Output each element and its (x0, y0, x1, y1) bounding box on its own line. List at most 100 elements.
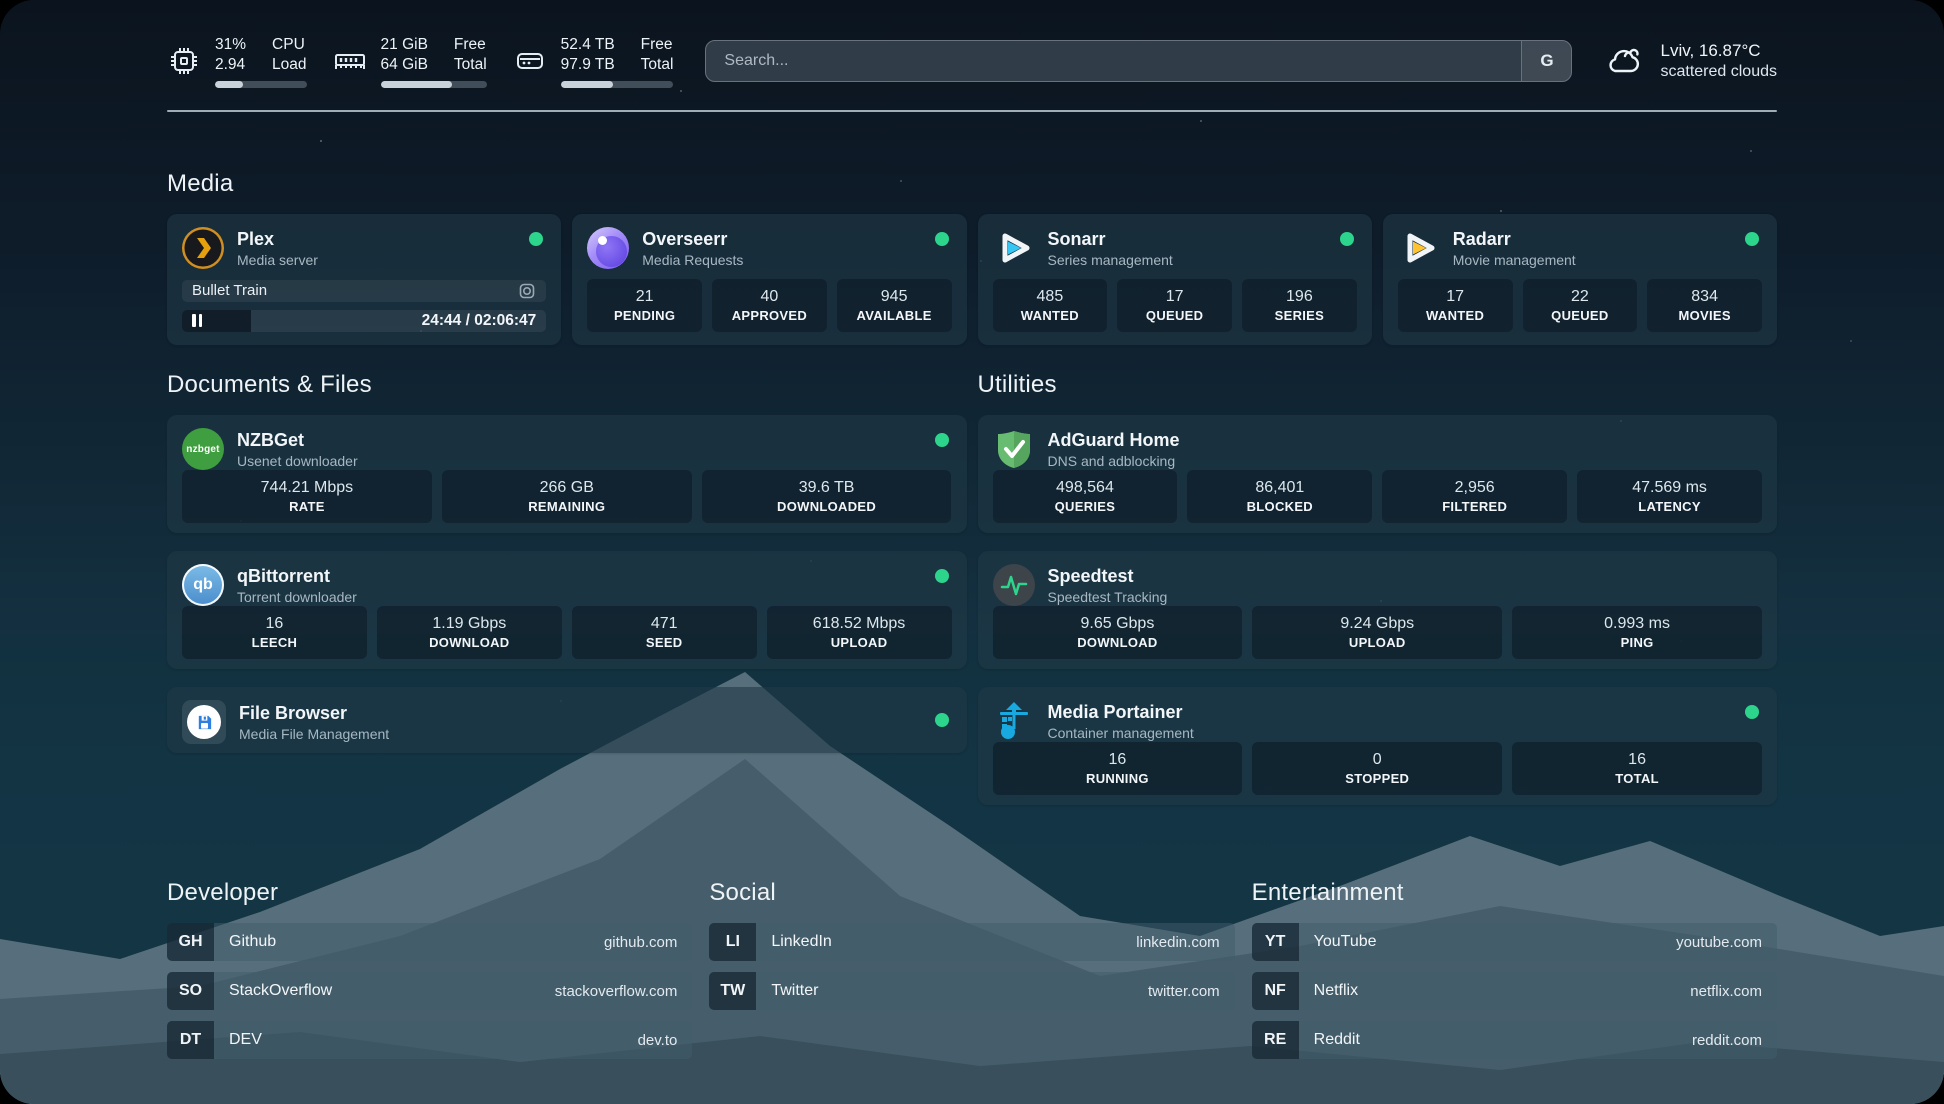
memory-icon (334, 54, 365, 69)
search-engine-button[interactable]: G (1521, 41, 1572, 81)
overseerr-subtitle: Media Requests (642, 251, 744, 268)
weather-widget[interactable]: Lviv, 16.87°C scattered clouds (1602, 39, 1777, 83)
stat-total: 16 TOTAL (1512, 742, 1762, 795)
overseerr-status-dot (934, 232, 949, 246)
stat-latency: 47.569 ms LATENCY (1577, 470, 1762, 523)
memory-progress-fill (380, 80, 452, 88)
qbittorrent-logo-icon: qb (182, 564, 224, 606)
section-media: Media Plex Media server (167, 170, 1777, 345)
stat-ping: 0.993 ms PING (1512, 606, 1762, 659)
nzbget-name: NZBGet (237, 429, 304, 450)
speedtest-card[interactable]: Speedtest Speedtest Tracking 9.65 Gbps D… (977, 551, 1777, 669)
link-dev-to[interactable]: DT DEV dev.to (167, 1021, 693, 1059)
qbittorrent-status-dot (934, 569, 949, 583)
plex-now-playing: Bullet Train (182, 280, 547, 302)
cpu-progress-bar (215, 80, 307, 88)
plex-logo-icon (182, 227, 224, 269)
link-stackoverflow[interactable]: SO StackOverflow stackoverflow.com (167, 972, 693, 1010)
stat-remaining: 266 GB REMAINING (441, 470, 692, 523)
cpu-percent: 31% (215, 35, 247, 53)
sonarr-card[interactable]: Sonarr Series management 485 WANTED 17 Q… (977, 214, 1372, 345)
search-input[interactable] (706, 41, 1522, 81)
disk-total: 97.9 TB (560, 55, 615, 73)
disk-widget: 52.4 TB 97.9 TB Free Total (513, 35, 674, 88)
stat-upload: 9.24 Gbps UPLOAD (1252, 606, 1503, 659)
memory-free: 21 GiB (380, 35, 428, 53)
cpu-widget: 31% 2.94 CPU Load (167, 35, 307, 88)
cpu-labels: CPU Load (272, 35, 307, 73)
speedtest-name: Speedtest (1047, 565, 1134, 586)
plex-time: 24:44 / 02:06:47 (421, 311, 537, 329)
qbittorrent-name: qBittorrent (237, 565, 330, 586)
sonarr-logo-icon (993, 227, 1035, 269)
qbittorrent-card[interactable]: qb qBittorrent Torrent downloader 16 LEE… (167, 551, 967, 669)
disk-icon (516, 53, 543, 69)
stat-queued: 17 QUEUED (1117, 279, 1232, 332)
utilities-section-title: Utilities (977, 371, 1057, 398)
weather-location: Lviv, 16.87°C (1660, 41, 1761, 60)
portainer-card[interactable]: Media Portainer Container management 16 … (977, 687, 1777, 805)
cpu-progress-fill (215, 80, 244, 88)
stat-seed: 471 SEED (571, 606, 757, 659)
adguard-name: AdGuard Home (1047, 429, 1180, 450)
stat-available: 945 AVAILABLE (836, 279, 952, 332)
stat-wanted: 17 WANTED (1397, 279, 1513, 332)
nzbget-subtitle: Usenet downloader (237, 452, 358, 469)
speedtest-subtitle: Speedtest Tracking (1047, 588, 1168, 605)
search-bar: G (705, 40, 1573, 82)
portainer-logo-icon (993, 700, 1035, 742)
filebrowser-subtitle: Media File Management (239, 725, 390, 742)
qbittorrent-subtitle: Torrent downloader (237, 588, 357, 605)
radarr-card[interactable]: Radarr Movie management 17 WANTED 22 QUE… (1382, 214, 1777, 345)
adguard-subtitle: DNS and adblocking (1047, 452, 1176, 469)
plex-card[interactable]: Plex Media server Bullet Train (167, 214, 562, 345)
adguard-card[interactable]: AdGuard Home DNS and adblocking 498,564 … (977, 415, 1777, 533)
stat-upload: 618.52 Mbps UPLOAD (766, 606, 952, 659)
pause-icon[interactable] (192, 314, 196, 328)
stat-download: 1.19 Gbps DOWNLOAD (376, 606, 562, 659)
stat-filtered: 2,956 FILTERED (1382, 470, 1568, 523)
stat-blocked: 86,401 BLOCKED (1187, 470, 1373, 523)
overseerr-name: Overseerr (642, 228, 728, 249)
stat-wanted: 485 WANTED (992, 279, 1108, 332)
link-twitter[interactable]: TW Twitter twitter.com (709, 972, 1235, 1010)
link-github[interactable]: GH Github github.com (167, 923, 693, 961)
stat-series: 196 SERIES (1242, 279, 1357, 332)
radarr-logo-icon (1398, 227, 1440, 269)
weather-condition: scattered clouds (1660, 63, 1777, 80)
adguard-logo-icon (993, 428, 1035, 470)
portainer-name: Media Portainer (1047, 701, 1183, 722)
plex-name: Plex (237, 228, 275, 249)
radarr-subtitle: Movie management (1452, 251, 1576, 268)
link-linkedin[interactable]: LI LinkedIn linkedin.com (709, 923, 1235, 961)
stat-rate: 744.21 Mbps RATE (182, 470, 432, 523)
disk-values: 52.4 TB 97.9 TB (561, 35, 615, 75)
filebrowser-card[interactable]: File Browser Media File Management (167, 687, 967, 753)
nzbget-card[interactable]: nzbget NZBGet Usenet downloader 744.21 M… (167, 415, 967, 533)
overseerr-card[interactable]: Overseerr Media Requests 21 PENDING 40 A… (572, 214, 967, 345)
section-social: Social LI LinkedIn linkedin.com TW Twitt… (709, 879, 1235, 1070)
stat-queued: 22 QUEUED (1522, 279, 1638, 332)
disk-labels: Free Total (640, 35, 674, 73)
link-netflix[interactable]: NF Netflix netflix.com (1251, 972, 1777, 1010)
plex-progress-bar: 24:44 / 02:06:47 (182, 309, 547, 332)
memory-labels: Free Total (453, 35, 487, 73)
nzbget-status-dot (934, 433, 949, 447)
sonarr-status-dot (1339, 232, 1354, 246)
stat-pending: 21 PENDING (587, 279, 702, 332)
memory-values: 21 GiB 64 GiB (381, 35, 428, 75)
developer-section-title: Developer (167, 879, 279, 906)
link-reddit[interactable]: RE Reddit reddit.com (1251, 1021, 1777, 1059)
stat-running: 16 RUNNING (992, 742, 1243, 795)
section-documents: Documents & Files nzbget NZBGet Usenet d… (167, 371, 967, 823)
stat-movies: 834 MOVIES (1647, 279, 1762, 332)
plex-progress-elapsed (182, 309, 252, 332)
portainer-status-dot (1745, 705, 1759, 719)
sonarr-name: Sonarr (1047, 228, 1106, 249)
entertainment-section-title: Entertainment (1251, 879, 1404, 906)
sonarr-subtitle: Series management (1047, 251, 1173, 268)
social-section-title: Social (709, 879, 776, 906)
link-youtube[interactable]: YT YouTube youtube.com (1251, 923, 1777, 961)
disk-free: 52.4 TB (560, 35, 615, 53)
